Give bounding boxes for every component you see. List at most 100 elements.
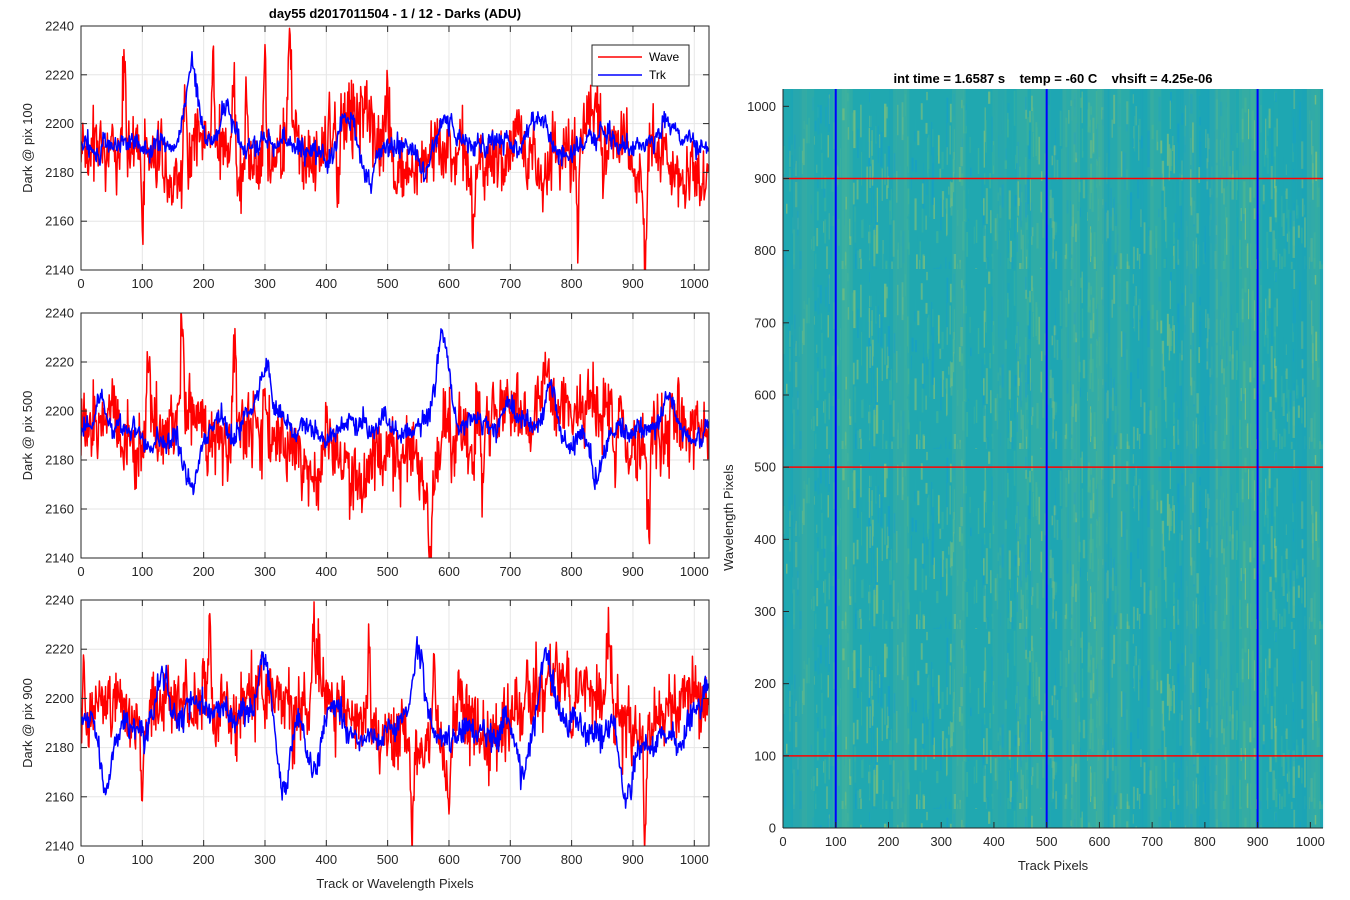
x-tick-label: 800 bbox=[1194, 834, 1216, 849]
x-axis-label: Track or Wavelength Pixels bbox=[316, 876, 474, 891]
y-tick-label: 2200 bbox=[45, 116, 74, 131]
y-tick-label: 2160 bbox=[45, 502, 74, 517]
y-tick-label: 2200 bbox=[45, 691, 74, 706]
heatmap-column-shade bbox=[791, 89, 806, 828]
legend: Wave Trk bbox=[591, 44, 690, 87]
x-tick-label: 400 bbox=[315, 276, 337, 291]
chart-panel-2: 0 100 200 300 400 500 600 700 800 900 1000 2140 2160… bbox=[20, 306, 710, 579]
heatmap-column-shade bbox=[1210, 89, 1221, 828]
y-tick-label: 900 bbox=[754, 171, 776, 186]
x-tick-label: 100 bbox=[131, 564, 153, 579]
x-tick-label: 500 bbox=[377, 564, 399, 579]
heatmap-column-shade bbox=[1258, 89, 1262, 828]
y-tick-label: 2140 bbox=[45, 839, 74, 854]
heatmap-column-shade bbox=[1183, 89, 1198, 828]
heatmap-column-shade bbox=[1131, 89, 1143, 828]
y-tick-label: 2140 bbox=[45, 263, 74, 278]
y-axis-label: Dark @ pix 500 bbox=[20, 391, 35, 481]
heatmap-column-shade bbox=[845, 89, 850, 828]
x-tick-label: 600 bbox=[438, 564, 460, 579]
heatmap-column-shade bbox=[1031, 89, 1041, 828]
heatmap-column-shade bbox=[1250, 89, 1262, 828]
x-tick-label: 900 bbox=[622, 276, 644, 291]
heatmap-column-shade bbox=[1069, 89, 1079, 828]
y-tick-label: 2180 bbox=[45, 453, 74, 468]
x-tick-label: 600 bbox=[1089, 834, 1111, 849]
heatmap-column-shade bbox=[1087, 89, 1105, 828]
x-tick-label: 800 bbox=[561, 276, 583, 291]
heatmap-column-shade bbox=[801, 89, 815, 828]
heatmap-column-shade bbox=[1227, 89, 1236, 828]
heatmap-column-shade bbox=[793, 89, 807, 828]
heatmap-column-shade bbox=[1062, 89, 1078, 828]
x-tick-label: 0 bbox=[77, 852, 84, 867]
y-tick-label: 2220 bbox=[45, 67, 74, 82]
y-tick-label: 2180 bbox=[45, 165, 74, 180]
y-tick-label: 800 bbox=[754, 243, 776, 258]
x-tick-label: 200 bbox=[878, 834, 900, 849]
heatmap-column-shade bbox=[1103, 89, 1111, 828]
y-tick-label: 2200 bbox=[45, 404, 74, 419]
y-tick-label: 1000 bbox=[747, 99, 776, 114]
x-tick-label: 1000 bbox=[680, 852, 709, 867]
y-tick-label: 100 bbox=[754, 748, 776, 763]
y-tick-label: 700 bbox=[754, 315, 776, 330]
x-tick-label: 1000 bbox=[680, 564, 709, 579]
chart-panel-3: 0 100 200 300 400 500 600 700 800 900 1000 2140 2160… bbox=[20, 593, 710, 891]
legend-box bbox=[591, 44, 690, 87]
plot-area bbox=[81, 313, 709, 558]
heatmap-column-shade bbox=[896, 89, 908, 828]
heatmap-column-shade bbox=[997, 89, 1005, 828]
x-tick-label: 800 bbox=[561, 852, 583, 867]
x-tick-label: 1000 bbox=[680, 276, 709, 291]
legend-entry-trk: Trk bbox=[649, 68, 667, 82]
y-tick-label: 2240 bbox=[45, 306, 74, 321]
x-tick-label: 0 bbox=[77, 276, 84, 291]
x-tick-label: 900 bbox=[622, 564, 644, 579]
heatmap-column-shade bbox=[1290, 89, 1307, 828]
x-tick-label: 500 bbox=[377, 276, 399, 291]
y-axis-label: Dark @ pix 100 bbox=[20, 103, 35, 193]
x-tick-label: 800 bbox=[561, 564, 583, 579]
heatmap-column-shade bbox=[1306, 89, 1320, 828]
y-tick-label: 2140 bbox=[45, 551, 74, 566]
heatmap-column-shade bbox=[1097, 89, 1108, 828]
heatmap-column-shade bbox=[1142, 89, 1151, 828]
heatmap-column-shade bbox=[1200, 89, 1217, 828]
x-tick-label: 1000 bbox=[1296, 834, 1325, 849]
heatmap-column-shade bbox=[1238, 89, 1250, 828]
heatmap-column-shade bbox=[892, 89, 910, 828]
heatmap-column-shade bbox=[1050, 89, 1067, 828]
heatmap-column-shade bbox=[1230, 89, 1235, 828]
heatmap-column-shade bbox=[1109, 89, 1122, 828]
heatmap-column-shade bbox=[1209, 89, 1218, 828]
x-tick-label: 500 bbox=[377, 852, 399, 867]
heatmap-column-shade bbox=[1262, 89, 1274, 828]
x-tick-label: 600 bbox=[438, 852, 460, 867]
x-tick-label: 900 bbox=[622, 852, 644, 867]
x-tick-label: 500 bbox=[1036, 834, 1058, 849]
heatmap-column-shade bbox=[896, 89, 904, 828]
y-tick-label: 2240 bbox=[45, 19, 74, 34]
x-tick-label: 0 bbox=[77, 564, 84, 579]
y-tick-label: 500 bbox=[754, 460, 776, 475]
y-tick-label: 0 bbox=[769, 821, 776, 836]
heatmap-column-shade bbox=[1149, 89, 1162, 828]
heatmap-column-shade bbox=[1147, 89, 1154, 828]
axes-box bbox=[80, 599, 710, 847]
x-tick-label: 400 bbox=[983, 834, 1005, 849]
x-tick-label: 200 bbox=[193, 564, 215, 579]
heatmap-title: int time = 1.6587 s temp = -60 C vhsift … bbox=[893, 71, 1212, 86]
heatmap-image bbox=[783, 89, 1323, 828]
y-axis-label: Dark @ pix 900 bbox=[20, 678, 35, 768]
heatmap-column-shade bbox=[1207, 89, 1221, 828]
heatmap-column-shade bbox=[952, 89, 964, 828]
x-tick-label: 400 bbox=[315, 564, 337, 579]
x-tick-label: 700 bbox=[499, 852, 521, 867]
y-tick-label: 600 bbox=[754, 387, 776, 402]
heatmap-column-shade bbox=[1296, 89, 1312, 828]
x-tick-label: 200 bbox=[193, 852, 215, 867]
x-tick-label: 700 bbox=[499, 276, 521, 291]
heatmap-column-shade bbox=[1250, 89, 1256, 828]
